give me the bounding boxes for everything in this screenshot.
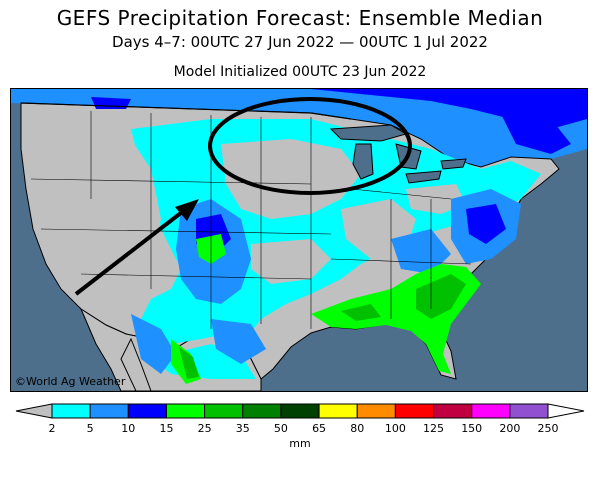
map-title: GEFS Precipitation Forecast: Ensemble Me…: [56, 6, 544, 30]
highlight-ellipse: [208, 97, 412, 195]
legend-bin: [242, 403, 282, 419]
legend-bin: [51, 403, 91, 419]
legend-bin: [89, 403, 129, 419]
legend-bin: [471, 403, 511, 419]
precip-darkgreen: [179, 274, 466, 379]
legend-bin: [509, 403, 549, 419]
legend-bin: [394, 403, 435, 419]
legend-bar: [15, 403, 585, 419]
legend-tick-label: 2: [48, 422, 56, 435]
forecast-period: Days 4–7: 00UTC 27 Jun 2022 — 00UTC 1 Ju…: [112, 33, 488, 51]
canada-land: [11, 89, 587, 167]
legend-tick-label: 50: [273, 422, 288, 435]
legend-tick-label: 35: [235, 422, 250, 435]
legend-bin: [318, 403, 358, 419]
legend-tick-label: 5: [86, 422, 94, 435]
credit-label: ©World Ag Weather: [15, 375, 126, 388]
legend-bin: [280, 403, 320, 419]
legend-colorbar: [0, 398, 600, 458]
legend-tick-label: 10: [121, 422, 136, 435]
legend-bin: [15, 403, 53, 419]
us-canada-border: [20, 102, 352, 120]
legend-tick-label: 125: [423, 422, 445, 435]
legend-tick-label: 65: [312, 422, 327, 435]
model-init-time: Model Initialized 00UTC 23 Jun 2022: [173, 64, 427, 80]
baja-peninsula: [120, 337, 152, 391]
great-lakes: [329, 124, 467, 184]
legend-tick-label: 150: [461, 422, 483, 435]
legend-units: mm: [289, 437, 311, 450]
legend-bin: [433, 403, 473, 419]
legend-tick-label: 25: [197, 422, 212, 435]
legend-bin: [547, 403, 585, 419]
legend-tick-label: 200: [499, 422, 521, 435]
legend-tick-label: 250: [537, 422, 559, 435]
legend-bin: [356, 403, 396, 419]
legend-bin: [165, 403, 206, 419]
legend-bin: [127, 403, 167, 419]
map-canvas: [11, 89, 587, 391]
precipitation-map: ©World Ag Weather: [10, 88, 588, 392]
legend-tick-label: 100: [384, 422, 406, 435]
annotation-arrow: [74, 199, 199, 296]
legend-bin: [204, 403, 244, 419]
legend-tick-label: 15: [159, 422, 174, 435]
legend-tick-label: 80: [350, 422, 365, 435]
